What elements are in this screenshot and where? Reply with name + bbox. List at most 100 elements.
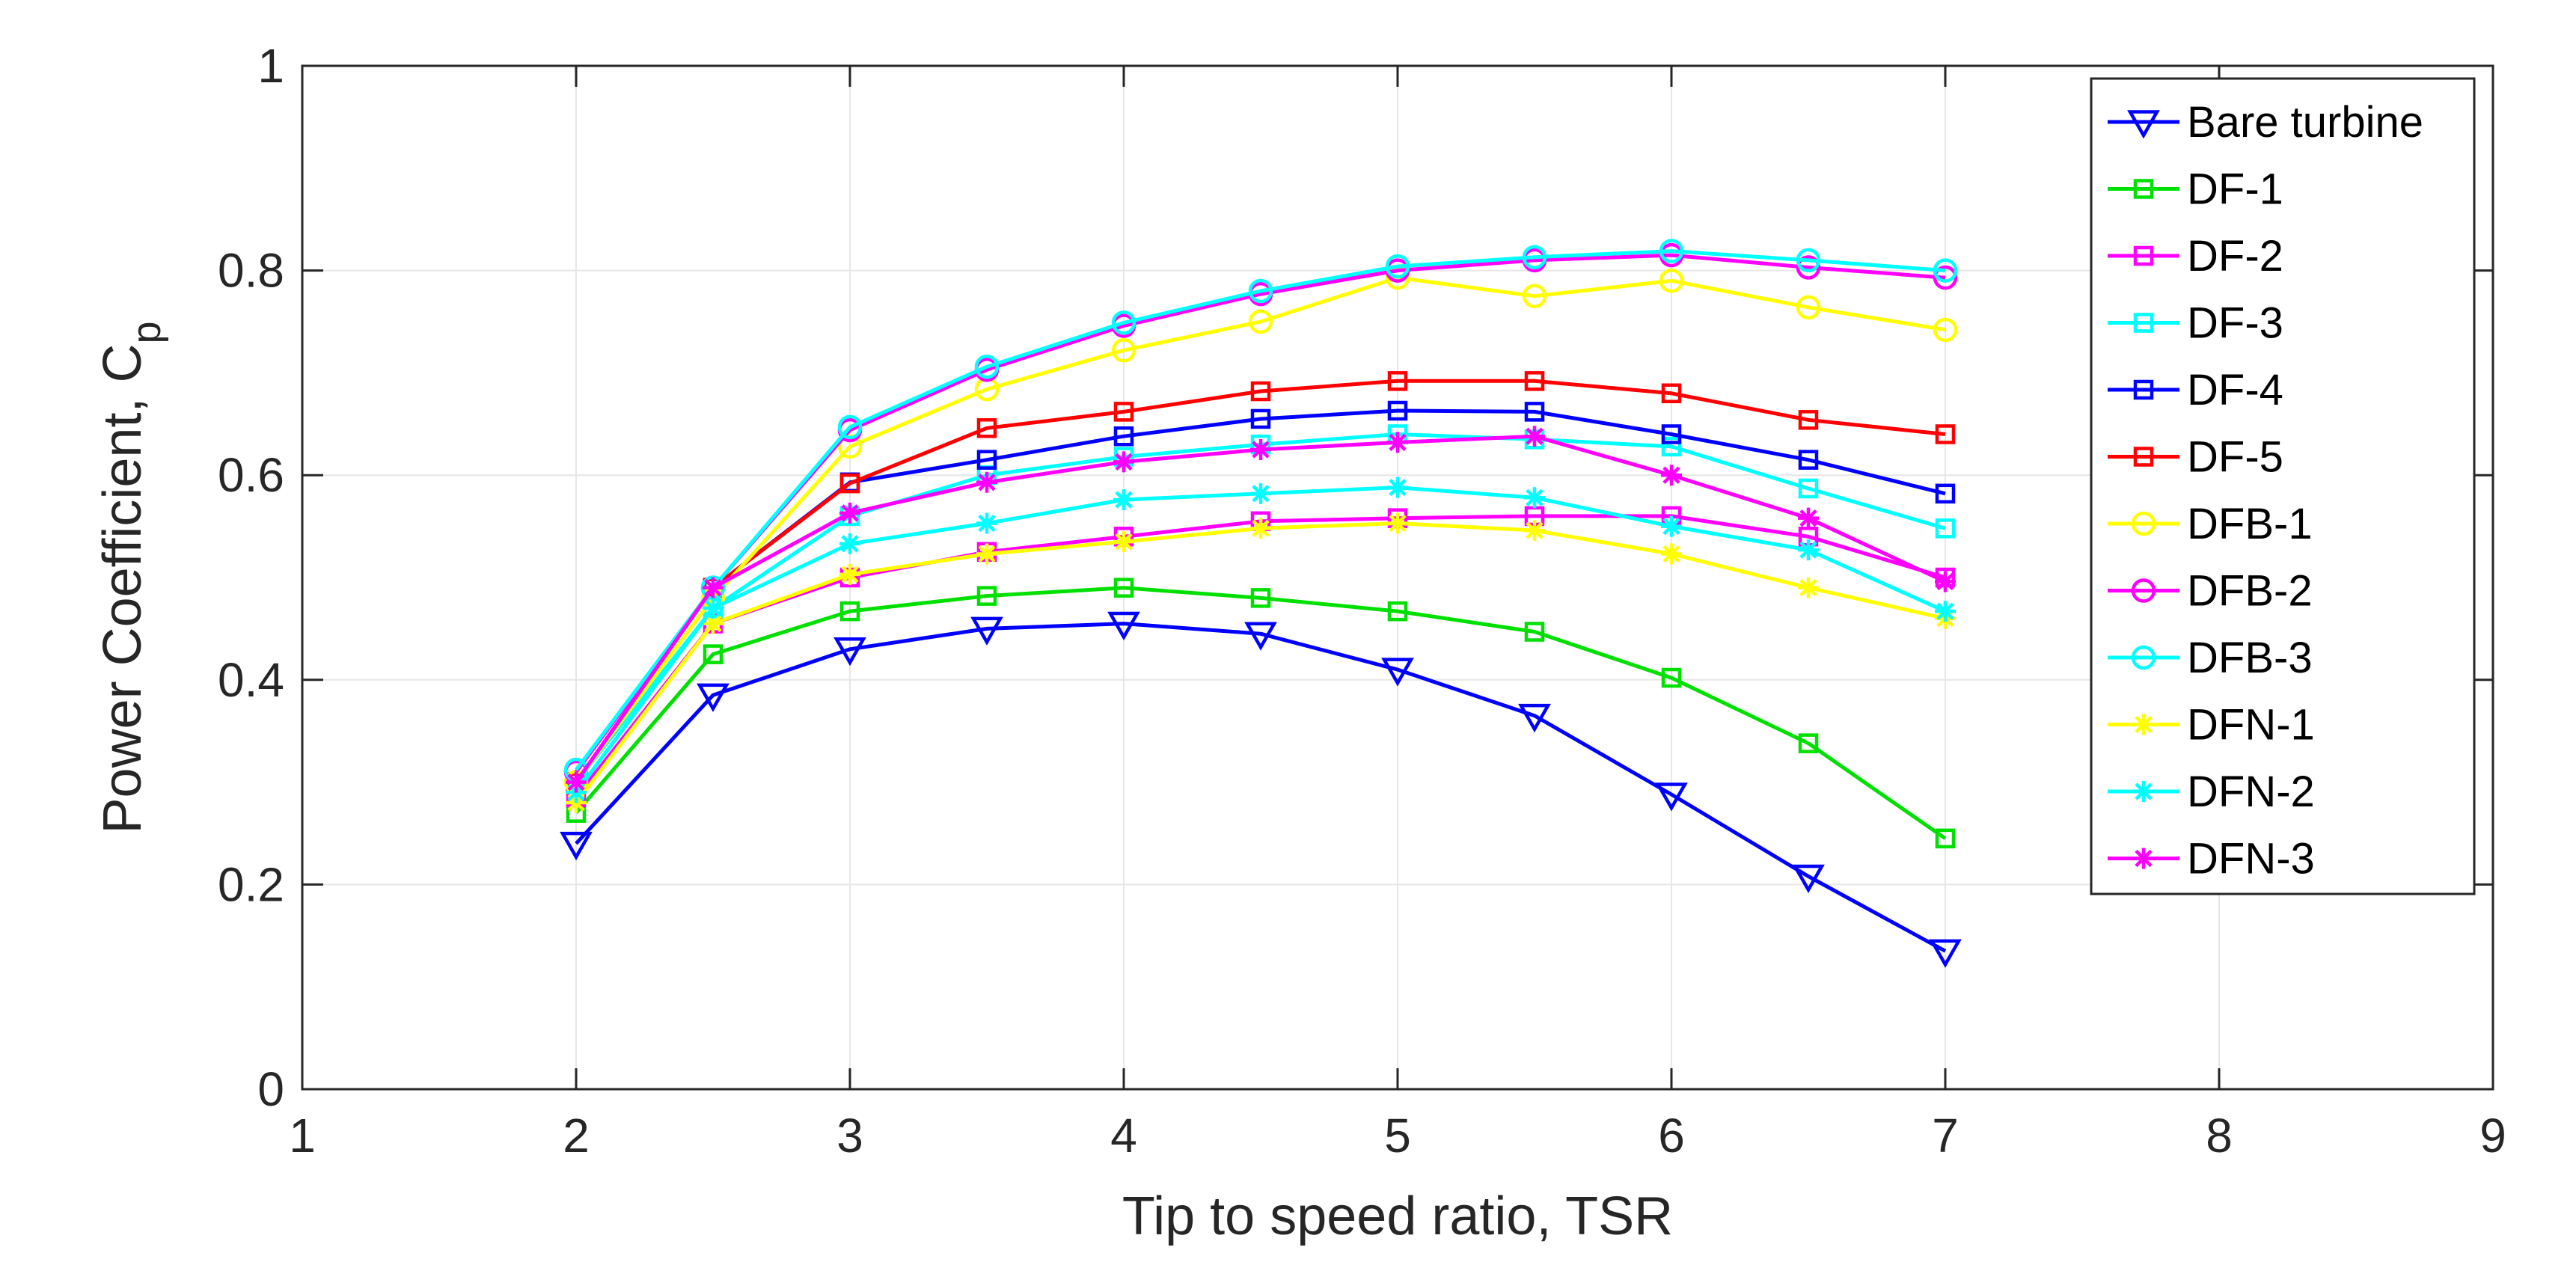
legend-marker (2133, 781, 2154, 802)
data-point (976, 543, 997, 565)
y-tick-label: 1 (257, 39, 284, 93)
data-point (1798, 410, 1819, 430)
data-point (1524, 520, 1545, 542)
data-point (1387, 432, 1408, 453)
data-point (976, 512, 997, 534)
legend-marker (2127, 110, 2160, 139)
legend-entry: DFN-2 (2108, 768, 2315, 816)
data-point (1387, 601, 1408, 622)
ticks (301, 64, 2494, 1091)
legend-label: Bare turbine (2187, 98, 2423, 147)
x-tick-label: 5 (1384, 1109, 1411, 1163)
data-point (1244, 622, 1277, 651)
legend-entry: DF-3 (2108, 299, 2283, 348)
series-line (574, 379, 1946, 784)
legend-entry: DF-1 (2108, 165, 2283, 214)
data-point (974, 354, 1000, 379)
legend-marker (2131, 578, 2156, 603)
data-point (703, 613, 723, 634)
data-point (1798, 507, 1819, 529)
data-point (839, 601, 860, 622)
data-point (1796, 255, 1821, 280)
data-point (1661, 424, 1682, 444)
data-point (1796, 295, 1821, 320)
y-tick-label: 0.2 (218, 857, 284, 911)
series-line (575, 622, 1947, 953)
y-tick-labels: 0 0.2 0.4 0.6 0.8 1 (218, 39, 284, 1116)
data-point (1111, 310, 1136, 335)
series-line (575, 249, 1946, 771)
data-point (839, 473, 860, 494)
data-point (1792, 864, 1825, 893)
legend-entry: DF-4 (2108, 366, 2283, 414)
series-df-1 (566, 578, 1956, 849)
series-layer (560, 239, 1962, 968)
data-point (976, 418, 997, 438)
data-point (1798, 733, 1819, 753)
data-point (833, 637, 866, 667)
x-tick-label: 4 (1110, 1109, 1137, 1163)
data-point (1524, 622, 1545, 642)
data-point (1250, 381, 1271, 402)
data-point (1248, 278, 1273, 304)
data-point (1113, 426, 1134, 447)
x-axis-label: Tip to speed ratio, TSR (1122, 1186, 1673, 1246)
data-point (1798, 577, 1819, 598)
data-point (1935, 571, 1956, 592)
data-point (1661, 543, 1682, 565)
data-point (970, 616, 1003, 646)
data-point (703, 598, 723, 619)
legend-label: DFB-3 (2187, 634, 2313, 682)
data-point (976, 450, 997, 470)
legend-label: DFN-2 (2187, 768, 2315, 816)
y-axis-label-subscript: p (124, 321, 169, 343)
legend-marker (2133, 245, 2154, 266)
data-point (1933, 258, 1958, 283)
data-point (1929, 939, 1962, 968)
legend-marker (2133, 313, 2154, 333)
legend-label: DFN-3 (2187, 835, 2315, 883)
legend-entry: DFN-3 (2108, 835, 2315, 883)
legend-marker (2133, 714, 2154, 735)
data-point (1796, 248, 1821, 273)
legend-marker (2131, 511, 2156, 536)
data-point (1385, 254, 1410, 279)
data-point (1935, 828, 1956, 849)
data-point (1935, 483, 1956, 504)
x-tick-label: 1 (289, 1109, 316, 1163)
data-point (1798, 478, 1819, 499)
legend-entry: DFB-1 (2108, 500, 2313, 548)
legend-label: DFN-1 (2187, 701, 2315, 750)
data-point (1661, 515, 1682, 537)
legend: Bare turbine DF-1 DF-2 DF-3 DF-4 DF-5 DFB-1 DFB… (2090, 77, 2476, 895)
series-line (574, 275, 1946, 784)
data-point (1661, 436, 1682, 457)
legend-marker (2133, 447, 2154, 467)
y-tick-label: 0.4 (218, 653, 284, 707)
legend-marker (2131, 645, 2156, 670)
data-point (1250, 483, 1271, 504)
data-point (1248, 309, 1273, 334)
y-tick-label: 0 (257, 1062, 284, 1116)
data-point (976, 586, 997, 606)
legend-box (2090, 77, 2476, 895)
legend-entry: DF-5 (2108, 433, 2283, 482)
data-point (1113, 489, 1134, 511)
data-point (1655, 782, 1688, 812)
data-point (839, 502, 860, 524)
data-point (1111, 338, 1136, 363)
legend-marker (2133, 179, 2154, 199)
x-tick-label: 2 (563, 1109, 590, 1163)
data-point (1113, 531, 1134, 553)
data-point (1659, 239, 1684, 263)
data-point (1113, 451, 1134, 473)
data-point (1798, 539, 1819, 561)
x-tick-label: 8 (2206, 1109, 2233, 1163)
data-point (1113, 578, 1134, 598)
data-point (1524, 402, 1545, 422)
legend-label: DF-4 (2187, 366, 2283, 414)
data-point (1387, 371, 1408, 391)
series-bare-turbine (560, 611, 1962, 968)
data-point (1935, 518, 1956, 539)
data-point (703, 577, 723, 598)
